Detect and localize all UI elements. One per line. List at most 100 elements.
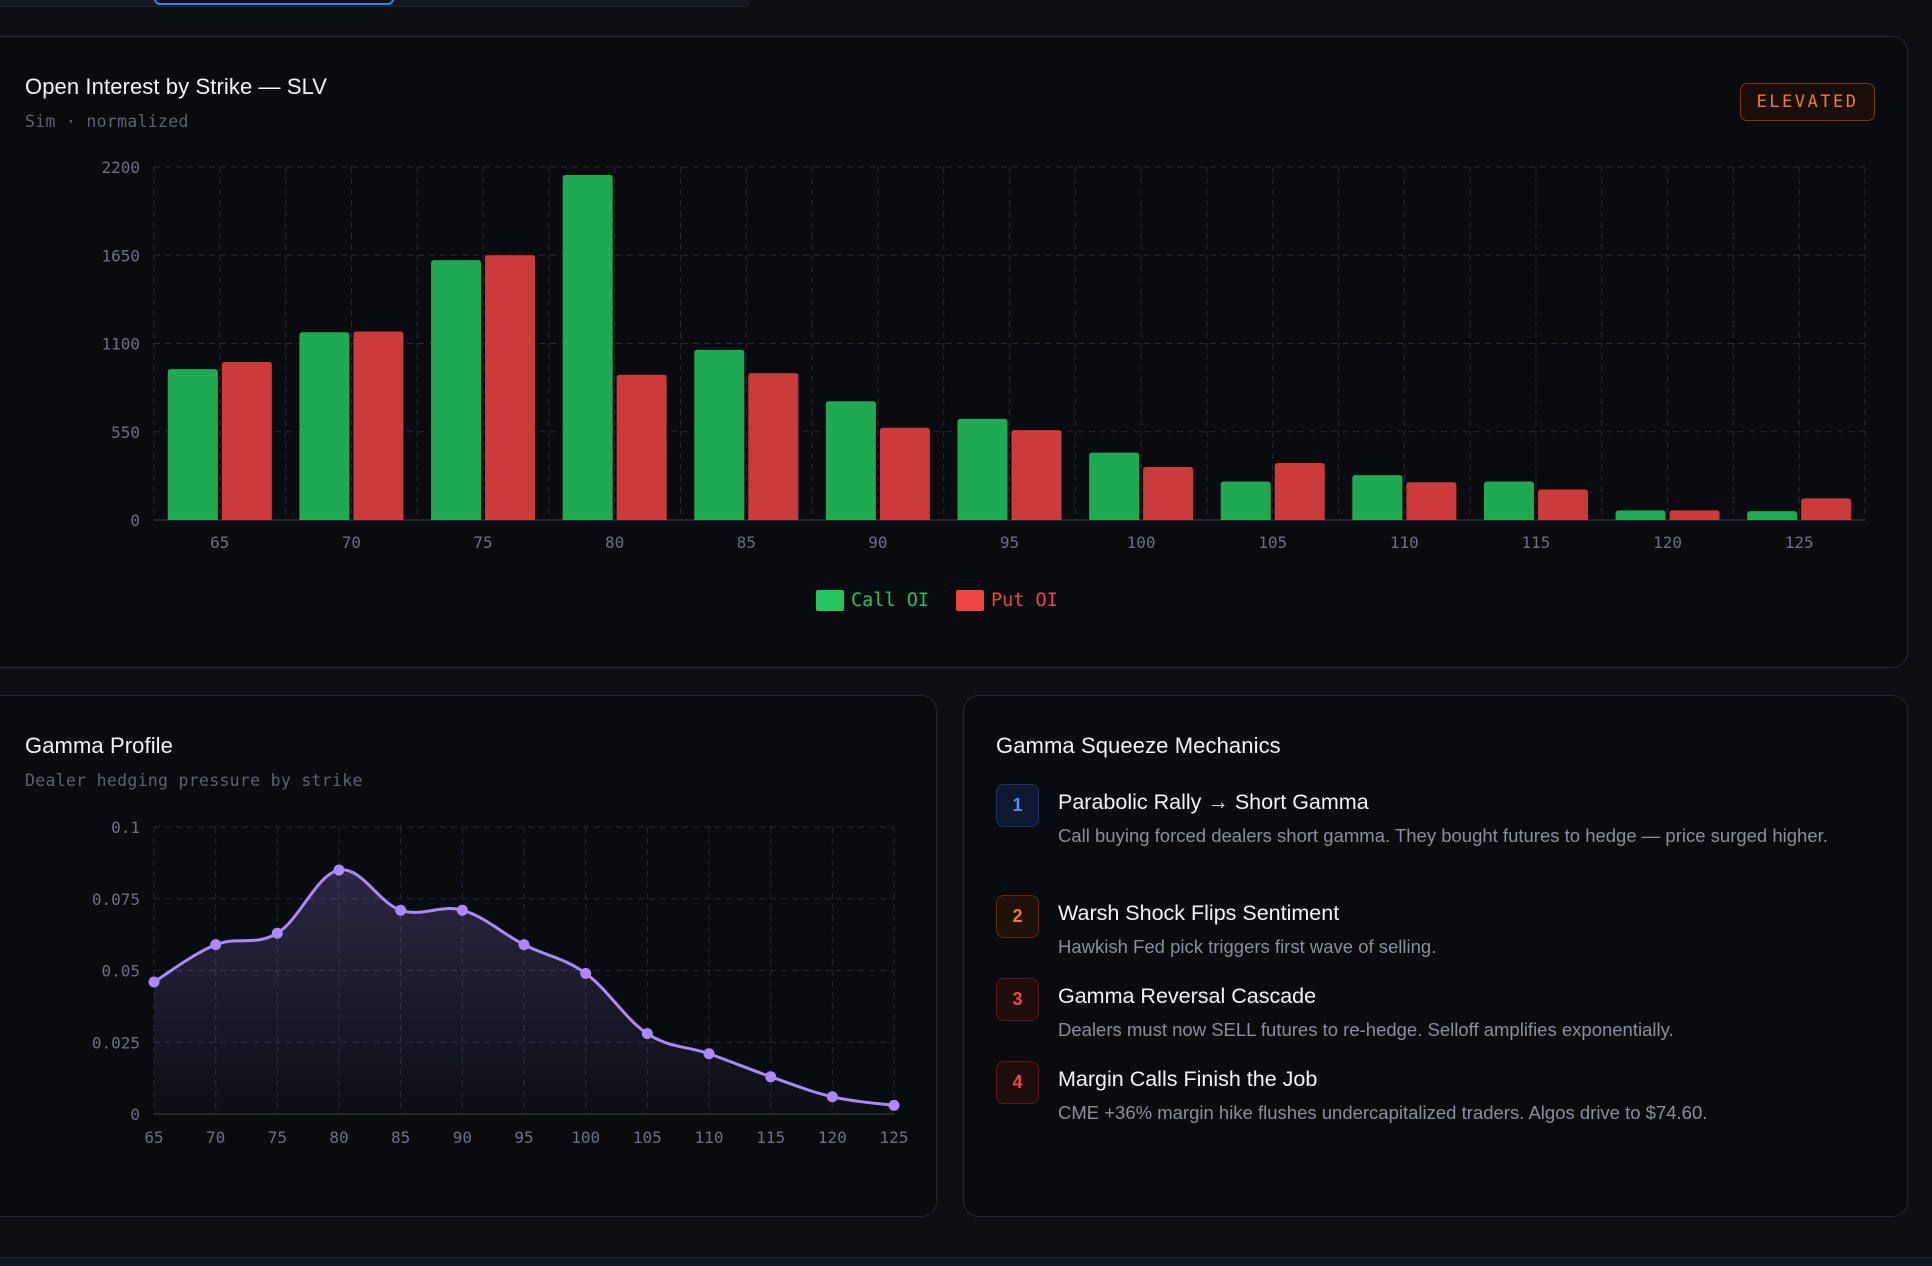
- active-tab-indicator[interactable]: [154, 0, 394, 5]
- mechanics-card: [963, 695, 1908, 1217]
- call-oi-bar: [825, 401, 876, 520]
- oi-x-tick-label: 85: [737, 533, 756, 552]
- put-oi-bar: [1406, 482, 1457, 520]
- oi-bar-chart: 0 550 1100 1650 2200 65 70 75 80 85 90 95 100 105 110 1…: [101, 158, 1866, 611]
- call-oi-bar: [694, 349, 745, 520]
- gamma-x-tick-label: 65: [144, 1128, 163, 1147]
- oi-chart-title: Open Interest by Strike — SLV: [25, 74, 328, 99]
- oi-x-tick-label: 105: [1258, 533, 1287, 552]
- gamma-line-chart: 0 0.025 0.05 0.075 0.1 65 70 75 80 85 90 95 100 105 11…: [92, 818, 909, 1147]
- gamma-x-tick-label: 75: [268, 1128, 287, 1147]
- oi-chart-subtitle: Sim · normalized: [25, 112, 189, 131]
- gamma-point: [148, 976, 160, 988]
- gamma-point: [826, 1091, 838, 1103]
- gamma-y-tick-label: 0: [130, 1105, 140, 1124]
- step-3-desc: Dealers must now SELL futures to re-hedg…: [1058, 1019, 1674, 1040]
- put-oi-bar: [221, 361, 272, 520]
- oi-x-tick-label: 110: [1390, 533, 1419, 552]
- gamma-x-tick-label: 85: [391, 1128, 410, 1147]
- call-oi-bar: [167, 369, 218, 520]
- gamma-x-tick-label: 95: [514, 1128, 533, 1147]
- gamma-x-tick-label: 110: [695, 1128, 724, 1147]
- step-1-title: Parabolic Rally → Short Gamma: [1058, 790, 1369, 814]
- gamma-point: [888, 1099, 900, 1111]
- step-3-number: 3: [996, 978, 1039, 1021]
- step-1-number: 1: [996, 784, 1039, 827]
- gamma-y-tick-label: 0.075: [92, 890, 140, 909]
- put-oi-bar: [485, 255, 536, 520]
- gamma-point: [641, 1028, 653, 1040]
- gamma-y-tick-label: 0.1: [111, 818, 140, 837]
- oi-x-tick-label: 120: [1653, 533, 1682, 552]
- gamma-x-tick-label: 90: [453, 1128, 472, 1147]
- put-oi-bar: [879, 427, 930, 520]
- oi-x-tick-label: 100: [1127, 533, 1156, 552]
- oi-x-tick-label: 65: [210, 533, 229, 552]
- put-oi-bar: [748, 373, 799, 520]
- oi-x-tick-label: 115: [1522, 533, 1551, 552]
- put-oi-bar: [1143, 467, 1194, 520]
- oi-y-tick-label: 1100: [101, 335, 140, 354]
- step-3-title: Gamma Reversal Cascade: [1058, 984, 1317, 1008]
- oi-y-tick-label: 1650: [101, 246, 140, 265]
- gamma-x-tick-label: 105: [633, 1128, 662, 1147]
- gamma-point: [765, 1071, 777, 1083]
- oi-y-tick-label: 550: [111, 423, 140, 442]
- gamma-point: [271, 927, 283, 939]
- legend-put-label: Put OI: [991, 590, 1058, 611]
- legend-put-swatch: [956, 590, 984, 611]
- gamma-x-tick-label: 80: [329, 1128, 348, 1147]
- call-oi-bar: [1483, 481, 1534, 520]
- mechanics-title: Gamma Squeeze Mechanics: [996, 733, 1281, 758]
- legend-call-label: Call OI: [851, 590, 929, 611]
- gamma-area: [154, 869, 894, 1114]
- gamma-x-tick-label: 115: [756, 1128, 785, 1147]
- call-oi-bar: [957, 418, 1008, 520]
- oi-x-tick-label: 80: [605, 533, 624, 552]
- step-2-title: Warsh Shock Flips Sentiment: [1058, 901, 1340, 925]
- oi-x-tick-label: 90: [868, 533, 887, 552]
- put-oi-bar: [1274, 463, 1325, 520]
- gamma-point: [518, 939, 530, 951]
- bottom-divider: [0, 1257, 1932, 1266]
- step-4-number: 4: [996, 1061, 1039, 1104]
- put-oi-bar: [616, 374, 667, 520]
- gamma-point: [703, 1048, 715, 1060]
- call-oi-bar: [1089, 452, 1140, 520]
- status-badge: ELEVATED: [1740, 83, 1875, 121]
- put-oi-bar: [1011, 430, 1062, 520]
- gamma-point: [333, 864, 345, 876]
- call-oi-bar: [1352, 475, 1403, 520]
- call-oi-bar: [562, 175, 613, 520]
- legend-call-swatch: [816, 590, 844, 611]
- step-2-desc: Hawkish Fed pick triggers first wave of …: [1058, 936, 1437, 957]
- step-1-desc: Call buying forced dealers short gamma. …: [1058, 825, 1828, 846]
- gamma-x-tick-label: 120: [818, 1128, 847, 1147]
- put-oi-bar: [353, 331, 404, 520]
- gamma-x-tick-label: 100: [571, 1128, 600, 1147]
- step-2-number: 2: [996, 895, 1039, 938]
- call-oi-bar: [431, 260, 482, 520]
- gamma-point: [456, 904, 468, 916]
- gamma-y-tick-label: 0.025: [92, 1033, 140, 1052]
- call-oi-bar: [1747, 511, 1798, 520]
- call-oi-bar: [1615, 510, 1666, 520]
- oi-x-tick-label: 95: [1000, 533, 1019, 552]
- oi-y-tick-label: 0: [130, 511, 140, 530]
- gamma-point: [210, 939, 222, 951]
- oi-x-tick-label: 125: [1785, 533, 1814, 552]
- gamma-chart-title: Gamma Profile: [25, 733, 174, 758]
- put-oi-bar: [1537, 489, 1588, 520]
- gamma-y-tick-label: 0.05: [101, 962, 140, 981]
- gamma-chart-subtitle: Dealer hedging pressure by strike: [25, 771, 363, 790]
- step-4-desc: CME +36% margin hike flushes undercapita…: [1058, 1102, 1708, 1123]
- call-oi-bar: [1220, 481, 1271, 520]
- call-oi-bar: [299, 332, 350, 520]
- put-oi-bar: [1801, 498, 1852, 520]
- step-4-title: Margin Calls Finish the Job: [1058, 1067, 1318, 1091]
- oi-x-tick-label: 75: [473, 533, 492, 552]
- oi-x-tick-label: 70: [342, 533, 361, 552]
- put-oi-bar: [1669, 510, 1720, 520]
- gamma-point: [580, 967, 592, 979]
- oi-y-tick-label: 2200: [101, 158, 140, 177]
